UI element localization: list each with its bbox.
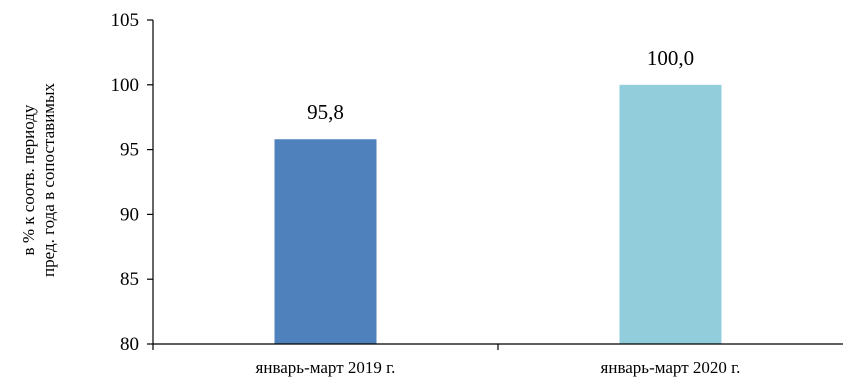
- bars-group: 95,8 100,0: [274, 46, 722, 345]
- y-tick-label: 95: [120, 140, 139, 161]
- x-category-label: январь-март 2020 г.: [601, 358, 741, 377]
- bar-data-label: 100,0: [647, 46, 694, 70]
- y-tick-label: 105: [111, 10, 140, 31]
- x-category-label: январь-март 2019 г.: [256, 358, 396, 377]
- y-axis-label-line-2: пред. года в сопоставимых: [39, 83, 58, 277]
- y-axis: 80 85 90 95 100 105: [111, 10, 154, 355]
- y-tick-label: 80: [120, 334, 139, 355]
- y-tick-label: 90: [120, 204, 139, 225]
- x-axis: январь-март 2019 г. январь-март 2020 г.: [152, 343, 843, 377]
- bar-data-label: 95,8: [307, 100, 344, 124]
- y-tick-label: 85: [120, 269, 139, 290]
- bar: [274, 139, 377, 344]
- y-axis-label-line-1: в % к соотв. периоду: [19, 104, 38, 255]
- bar: [619, 84, 722, 345]
- y-axis-label: в % к соотв. периоду пред. года в сопост…: [19, 83, 58, 277]
- y-tick-label: 100: [111, 75, 140, 96]
